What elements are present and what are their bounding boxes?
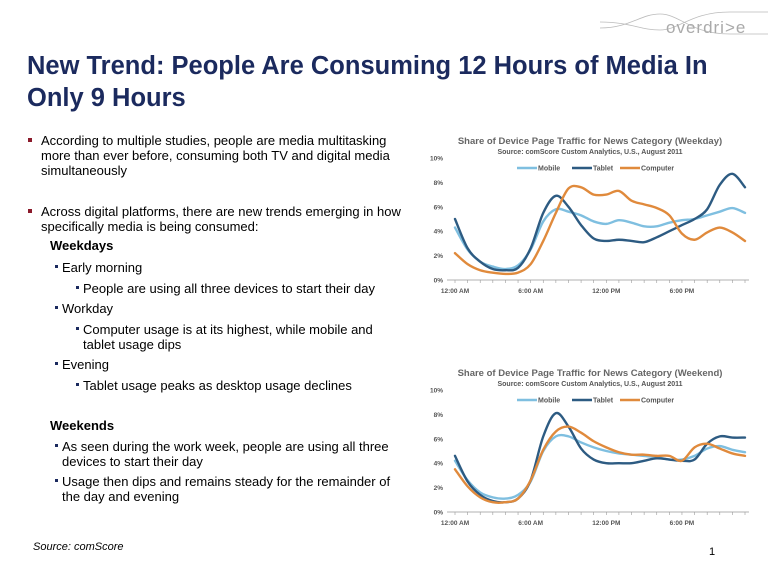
x-tick-label: 12:00 PM — [592, 288, 620, 295]
legend-label-mobile: Mobile — [538, 166, 560, 173]
y-tick-label: 8% — [434, 412, 444, 419]
early-morning-detail: People are using all three devices to st… — [76, 281, 383, 296]
weekends-item: Usage then dips and remains steady for t… — [55, 474, 397, 504]
x-tick-label: 12:00 AM — [441, 288, 469, 295]
svg-text:overdri>e: overdri>e — [666, 18, 746, 37]
series-line-mobile — [453, 433, 747, 500]
y-tick-label: 6% — [434, 204, 444, 211]
weekends-heading: Weekends — [50, 418, 115, 433]
weekday-chart: Share of Device Page Traffic for News Ca… — [430, 136, 749, 295]
workday-detail: Computer usage is at its highest, while … — [76, 322, 383, 352]
series-line-computer — [453, 425, 747, 504]
y-tick-label: 2% — [434, 485, 444, 492]
series-line-tablet — [453, 172, 747, 272]
y-tick-label: 0% — [434, 510, 444, 517]
overdrive-logo: overdri>e — [600, 11, 768, 37]
y-tick-label: 10% — [430, 388, 443, 395]
workday-item: Workday — [54, 301, 114, 316]
y-tick-label: 2% — [434, 253, 444, 260]
chart-subtitle: Source: comScore Custom Analytics, U.S.,… — [497, 149, 682, 156]
x-tick-label: 6:00 AM — [518, 520, 543, 527]
source-note: Source: comScore — [33, 541, 124, 553]
y-tick-label: 8% — [434, 180, 444, 187]
bullet-digital-trends: Across digital platforms, there are new … — [28, 204, 401, 234]
weekdays-heading: Weekdays — [50, 238, 114, 253]
series-line-tablet — [453, 411, 747, 504]
x-tick-label: 12:00 AM — [441, 520, 469, 527]
legend-label-tablet: Tablet — [593, 166, 614, 173]
y-tick-label: 6% — [434, 436, 444, 443]
chart-title: Share of Device Page Traffic for News Ca… — [458, 368, 723, 379]
chart-title: Share of Device Page Traffic for News Ca… — [458, 136, 722, 147]
evening-detail: Tablet usage peaks as desktop usage decl… — [76, 378, 383, 393]
x-tick-label: 6:00 PM — [670, 288, 695, 295]
legend-label-computer: Computer — [641, 166, 674, 173]
legend-label-mobile: Mobile — [538, 398, 560, 405]
chart-subtitle: Source: comScore Custom Analytics, U.S.,… — [497, 381, 682, 388]
bullet-multitasking: According to multiple studies, people ar… — [28, 133, 390, 178]
y-tick-label: 0% — [434, 278, 444, 285]
legend-label-computer: Computer — [641, 398, 674, 405]
weekend-chart: Share of Device Page Traffic for News Ca… — [430, 368, 749, 527]
evening-item: Evening — [55, 357, 109, 372]
series-line-mobile — [453, 206, 747, 271]
y-tick-label: 4% — [434, 461, 444, 468]
x-tick-label: 6:00 PM — [670, 520, 695, 527]
series-line-computer — [453, 184, 747, 276]
early-morning-item: Early morning — [54, 260, 143, 275]
legend-label-tablet: Tablet — [593, 398, 614, 405]
page-number: 1 — [709, 546, 716, 558]
weekends-item: As seen during the work week, people are… — [55, 439, 392, 469]
slide-title: New Trend: People Are Consuming 12 Hours… — [27, 52, 708, 112]
x-tick-label: 6:00 AM — [518, 288, 543, 295]
y-tick-label: 4% — [434, 229, 444, 236]
y-tick-label: 10% — [430, 156, 443, 163]
x-tick-label: 12:00 PM — [592, 520, 620, 527]
